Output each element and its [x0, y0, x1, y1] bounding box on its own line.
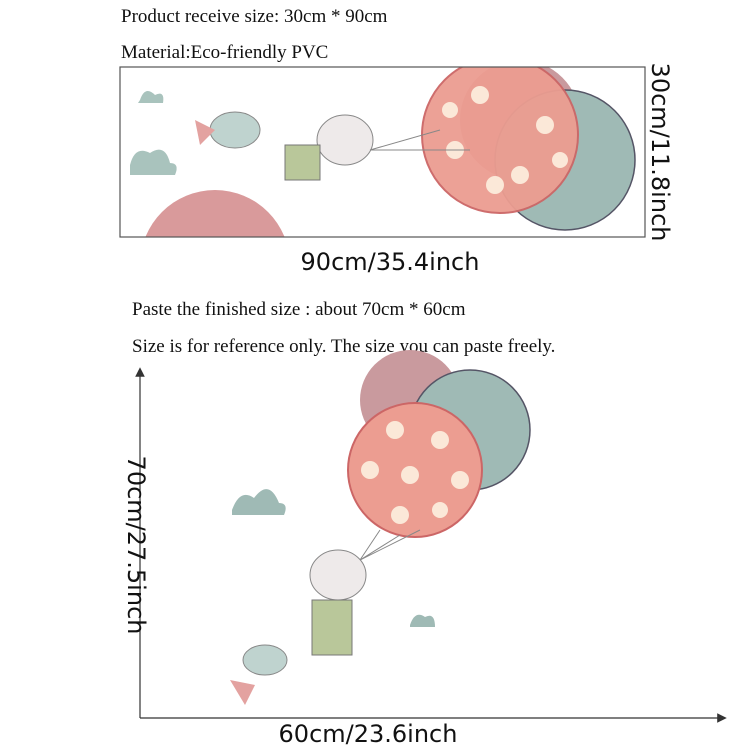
- finished-size: Paste the finished size : about 70cm * 6…: [132, 299, 466, 320]
- pasted-width-label: 60cm/23.6inch: [279, 720, 458, 748]
- receive-size: Product receive size: 30cm * 90cm: [121, 6, 388, 27]
- sheet-width-label: 90cm/35.4inch: [301, 248, 480, 276]
- pasted-height-label: 70cm/27.5inch: [122, 456, 150, 635]
- sheet-outline: [119, 66, 646, 238]
- pasted-art: [230, 350, 531, 705]
- size-note: Size is for reference only. The size you…: [132, 336, 555, 357]
- sticker-sheet-art: [130, 67, 636, 237]
- sheet-height-label: 30cm/11.8inch: [646, 63, 674, 242]
- material: Material:Eco-friendly PVC: [121, 42, 328, 63]
